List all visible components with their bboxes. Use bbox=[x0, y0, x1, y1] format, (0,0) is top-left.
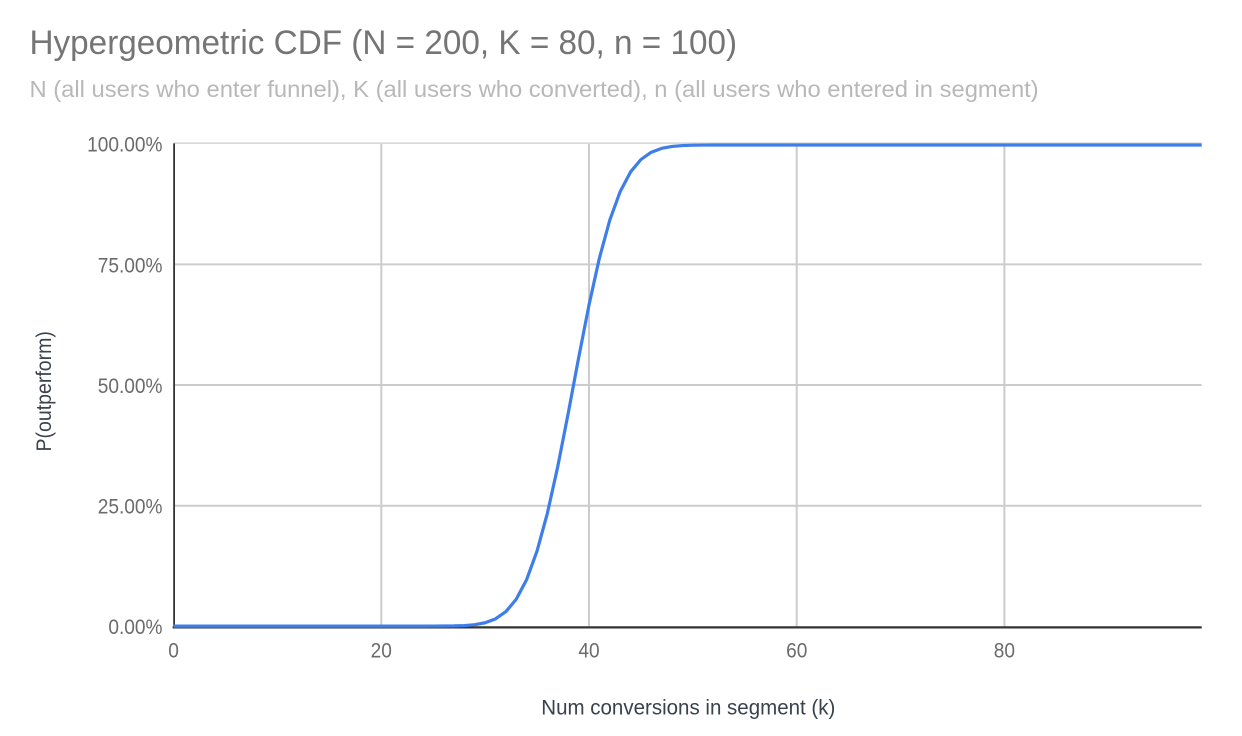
svg-text:P(outperform): P(outperform) bbox=[33, 331, 56, 451]
svg-text:0.00%: 0.00% bbox=[108, 616, 162, 639]
svg-text:40: 40 bbox=[578, 640, 599, 663]
svg-text:75.00%: 75.00% bbox=[98, 255, 163, 278]
svg-text:100.00%: 100.00% bbox=[87, 134, 163, 157]
svg-text:80: 80 bbox=[994, 640, 1015, 663]
svg-text:50.00%: 50.00% bbox=[98, 375, 163, 398]
svg-text:20: 20 bbox=[371, 640, 392, 663]
svg-text:Num conversions in segment (k): Num conversions in segment (k) bbox=[541, 696, 835, 719]
svg-text:Hypergeometric CDF (N = 200, K: Hypergeometric CDF (N = 200, K = 80, n =… bbox=[30, 23, 738, 62]
svg-text:25.00%: 25.00% bbox=[98, 496, 163, 519]
svg-text:N (all users who enter funnel): N (all users who enter funnel), K (all u… bbox=[30, 77, 1039, 103]
svg-text:60: 60 bbox=[786, 640, 807, 663]
svg-text:0: 0 bbox=[168, 640, 179, 663]
